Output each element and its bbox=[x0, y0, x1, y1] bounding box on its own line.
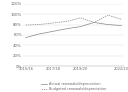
Line: Actual renewals/depreciation: Actual renewals/depreciation bbox=[26, 22, 121, 38]
Actual renewals/depreciation bbox=[25, 37, 26, 38]
Legend: Actual renewals/depreciation, Budgeted renewals/depreciation: Actual renewals/depreciation, Budgeted r… bbox=[41, 82, 106, 91]
Line: Budgeted renewals/depreciation: Budgeted renewals/depreciation bbox=[26, 15, 121, 25]
Budgeted renewals/depreciation bbox=[66, 21, 68, 22]
Actual renewals/depreciation bbox=[93, 22, 95, 23]
Budgeted renewals/depreciation bbox=[25, 24, 26, 26]
Actual renewals/depreciation bbox=[80, 26, 81, 27]
Budgeted renewals/depreciation bbox=[52, 22, 54, 24]
Budgeted renewals/depreciation bbox=[80, 17, 81, 18]
Actual renewals/depreciation bbox=[66, 28, 68, 29]
Budgeted renewals/depreciation bbox=[39, 24, 40, 25]
Actual renewals/depreciation bbox=[39, 33, 40, 34]
Budgeted renewals/depreciation bbox=[121, 19, 122, 20]
Actual renewals/depreciation bbox=[107, 24, 109, 25]
Actual renewals/depreciation bbox=[52, 31, 54, 32]
Actual renewals/depreciation bbox=[121, 25, 122, 26]
Budgeted renewals/depreciation bbox=[93, 22, 95, 23]
Budgeted renewals/depreciation bbox=[107, 15, 109, 16]
